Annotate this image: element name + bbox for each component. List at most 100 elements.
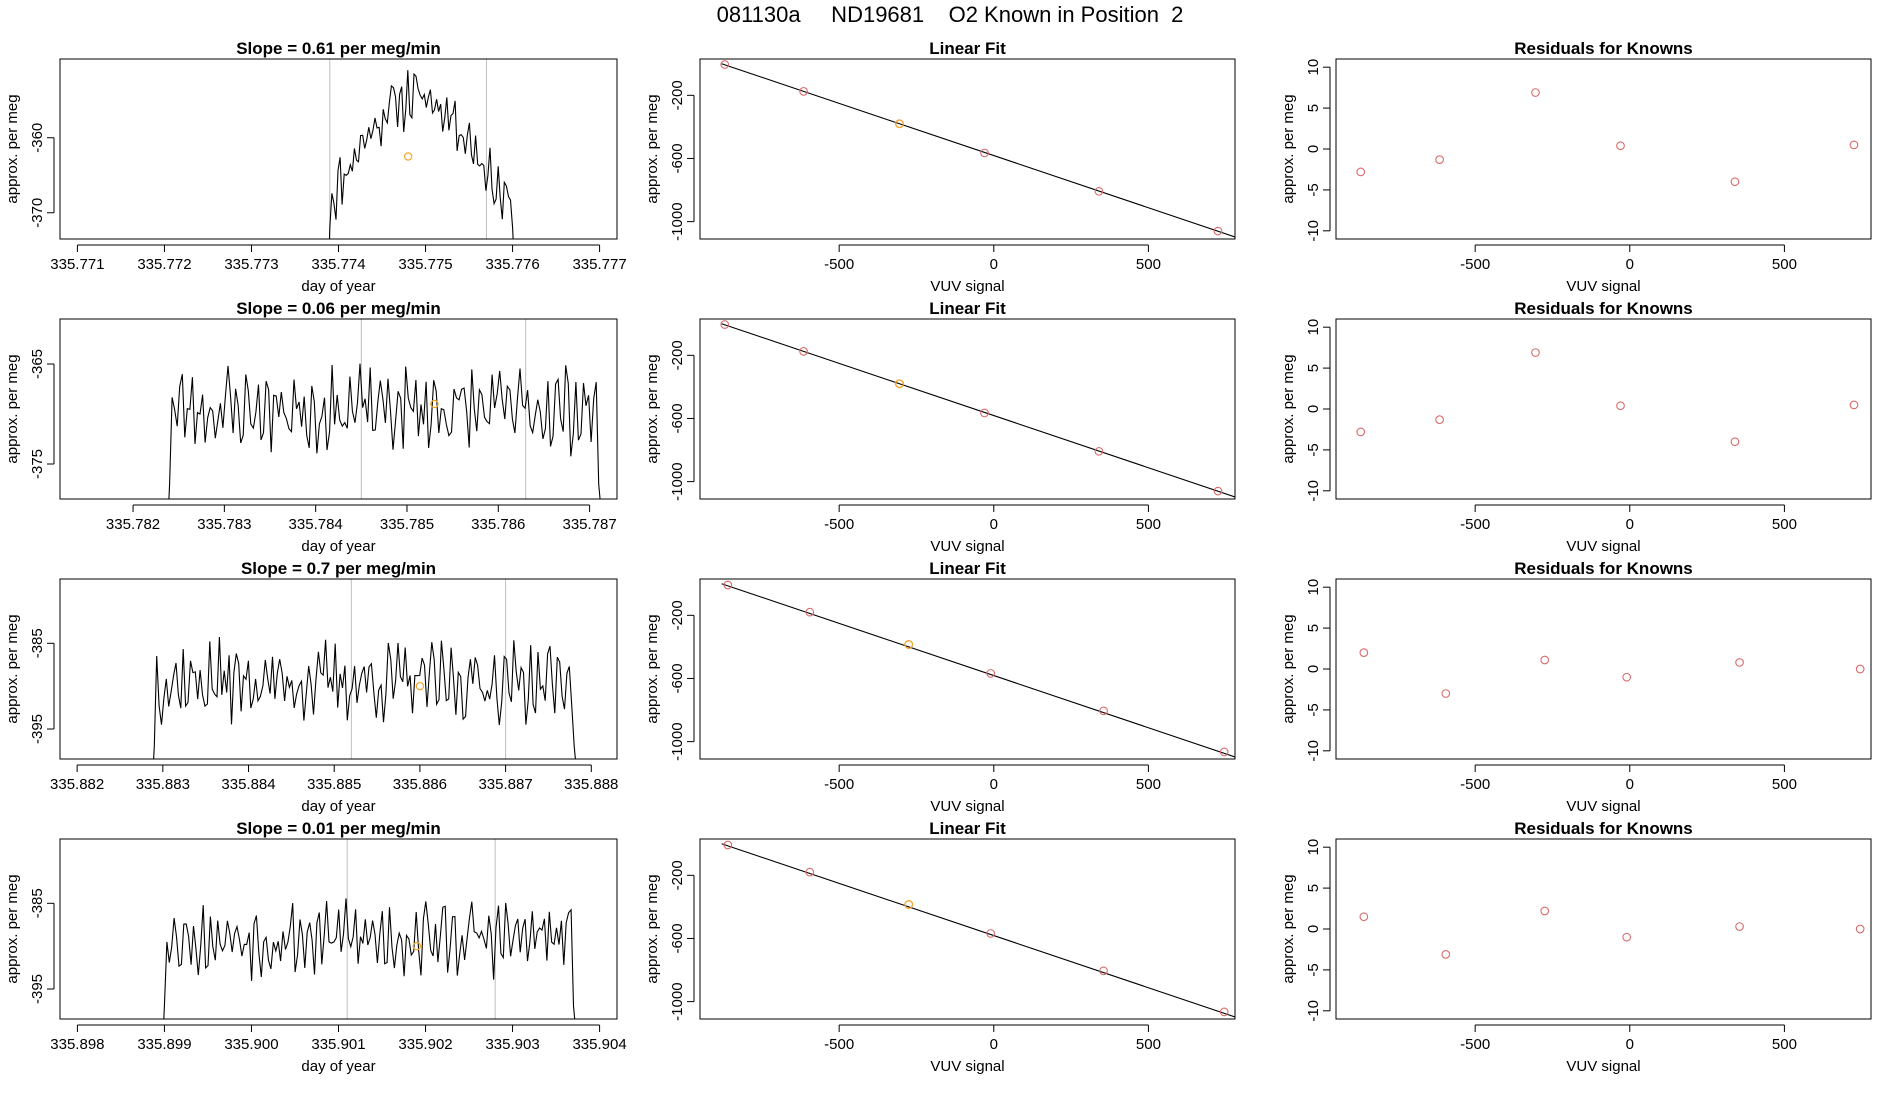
- x-axis-label: VUV signal: [930, 538, 1004, 555]
- chart-title: Residuals for Knowns: [1514, 299, 1693, 318]
- chart-title: Slope = 0.61 per meg/min: [236, 39, 441, 58]
- x-tick-label: 335.884: [221, 776, 275, 793]
- data-point: [1219, 747, 1229, 757]
- x-tick-label: 0: [1626, 516, 1634, 533]
- y-tick-label: -395: [29, 974, 46, 1004]
- x-tick-label: 0: [1626, 776, 1634, 793]
- y-tick-label: -365: [29, 349, 46, 379]
- x-tick-label: 335.772: [137, 256, 191, 273]
- y-tick-label: -600: [669, 663, 686, 693]
- data-point: [1213, 226, 1223, 236]
- y-tick-label: 5: [1305, 624, 1322, 632]
- data-point: [1540, 906, 1550, 916]
- plot-area: [1356, 348, 1859, 447]
- sample-point: [904, 640, 914, 649]
- y-tick-label: -10: [1305, 740, 1322, 762]
- y-tick-label: -1000: [669, 982, 686, 1020]
- plot-area: [720, 60, 1235, 238]
- panel-2-1-linear-fit: Linear Fit -500 0 500 VUV signal -200 -600 -100…: [644, 559, 1236, 815]
- x-tick-label: -500: [1460, 1036, 1490, 1053]
- data-point: [1849, 400, 1859, 410]
- y-tick-label: -385: [29, 888, 46, 918]
- x-tick-label: -500: [824, 1036, 854, 1053]
- data-point: [805, 867, 815, 877]
- y-tick-label: -370: [29, 198, 46, 228]
- x-axis-label: VUV signal: [930, 1058, 1004, 1075]
- data-point: [1213, 486, 1223, 496]
- mean-point: [403, 152, 413, 161]
- y-tick-label: 5: [1305, 364, 1322, 372]
- data-point: [1622, 932, 1632, 942]
- y-tick-label: -200: [669, 80, 686, 110]
- plot-frame: [59, 838, 618, 1020]
- data-point: [1435, 155, 1444, 164]
- x-axis-label: VUV signal: [930, 278, 1004, 295]
- panel-0-0-timeseries: Slope = 0.61 per meg/min 335.771 335.772 33…: [4, 39, 627, 295]
- y-axis-label: approx. per meg: [1280, 874, 1297, 983]
- y-axis-label: approx. per meg: [1280, 94, 1297, 203]
- data-point: [1356, 167, 1366, 177]
- plot-frame: [699, 578, 1236, 760]
- y-tick-label: -5: [1305, 183, 1322, 196]
- data-point: [720, 320, 730, 329]
- y-tick-label: 5: [1305, 884, 1322, 892]
- fit-line: [721, 583, 1235, 758]
- chart-title: Slope = 0.06 per meg/min: [236, 299, 441, 318]
- plot-area: [328, 59, 514, 239]
- x-tick-label: 335.885: [307, 776, 361, 793]
- x-tick-label: 335.777: [572, 256, 626, 273]
- plot-area: [163, 839, 576, 1019]
- plot-frame: [1335, 838, 1872, 1020]
- x-tick-label: -500: [1460, 776, 1490, 793]
- fit-line: [721, 843, 1235, 1018]
- x-tick-label: 335.774: [311, 256, 365, 273]
- chart-title: Slope = 0.01 per meg/min: [236, 819, 441, 838]
- x-axis-label: VUV signal: [1566, 1058, 1640, 1075]
- page-title: 081130a ND19681 O2 Known in Position 2: [716, 2, 1184, 27]
- y-tick-label: -200: [669, 340, 686, 370]
- y-tick-label: -600: [669, 143, 686, 173]
- y-tick-label: -385: [29, 628, 46, 658]
- y-axis-label: approx. per meg: [4, 354, 21, 463]
- y-tick-label: 10: [1305, 59, 1322, 76]
- x-axis-label: day of year: [301, 798, 375, 815]
- x-tick-label: 0: [1626, 256, 1634, 273]
- fit-line: [721, 63, 1235, 238]
- x-tick-label: 0: [990, 256, 998, 273]
- mean-point: [412, 941, 422, 951]
- time-series-line: [328, 70, 514, 239]
- chart-title: Linear Fit: [929, 819, 1006, 838]
- chart-title: Residuals for Knowns: [1514, 819, 1693, 838]
- y-tick-label: -200: [669, 600, 686, 630]
- plot-area: [153, 579, 576, 759]
- plot-area: [721, 840, 1235, 1018]
- y-tick-label: -5: [1305, 443, 1322, 456]
- x-tick-label: 335.898: [50, 1036, 104, 1053]
- data-point: [805, 607, 815, 617]
- x-tick-label: 0: [990, 776, 998, 793]
- data-point: [1616, 141, 1625, 151]
- plot-frame: [1335, 58, 1872, 240]
- y-tick-label: -395: [29, 714, 46, 744]
- data-point: [1441, 689, 1451, 698]
- chart-title: Linear Fit: [929, 299, 1006, 318]
- data-point: [1735, 922, 1744, 931]
- x-tick-label: 335.773: [224, 256, 278, 273]
- data-point: [986, 669, 996, 678]
- y-tick-label: -1000: [669, 462, 686, 500]
- x-tick-label: 335.900: [224, 1036, 278, 1053]
- x-tick-label: 500: [1136, 1036, 1161, 1053]
- x-tick-label: 500: [1136, 516, 1161, 533]
- fit-line: [721, 323, 1235, 498]
- x-axis-label: VUV signal: [1566, 798, 1640, 815]
- panel-3-0-timeseries: Slope = 0.01 per meg/min 335.898 335.899 33…: [4, 819, 627, 1075]
- x-tick-label: 335.786: [471, 516, 525, 533]
- x-tick-label: -500: [824, 776, 854, 793]
- x-tick-label: 335.888: [564, 776, 618, 793]
- x-tick-label: 500: [1772, 1036, 1797, 1053]
- panel-1-0-timeseries: Slope = 0.06 per meg/min 335.782 335.783 33…: [4, 299, 618, 555]
- data-point: [1730, 437, 1740, 447]
- x-tick-label: 335.887: [478, 776, 532, 793]
- data-point: [1735, 658, 1744, 667]
